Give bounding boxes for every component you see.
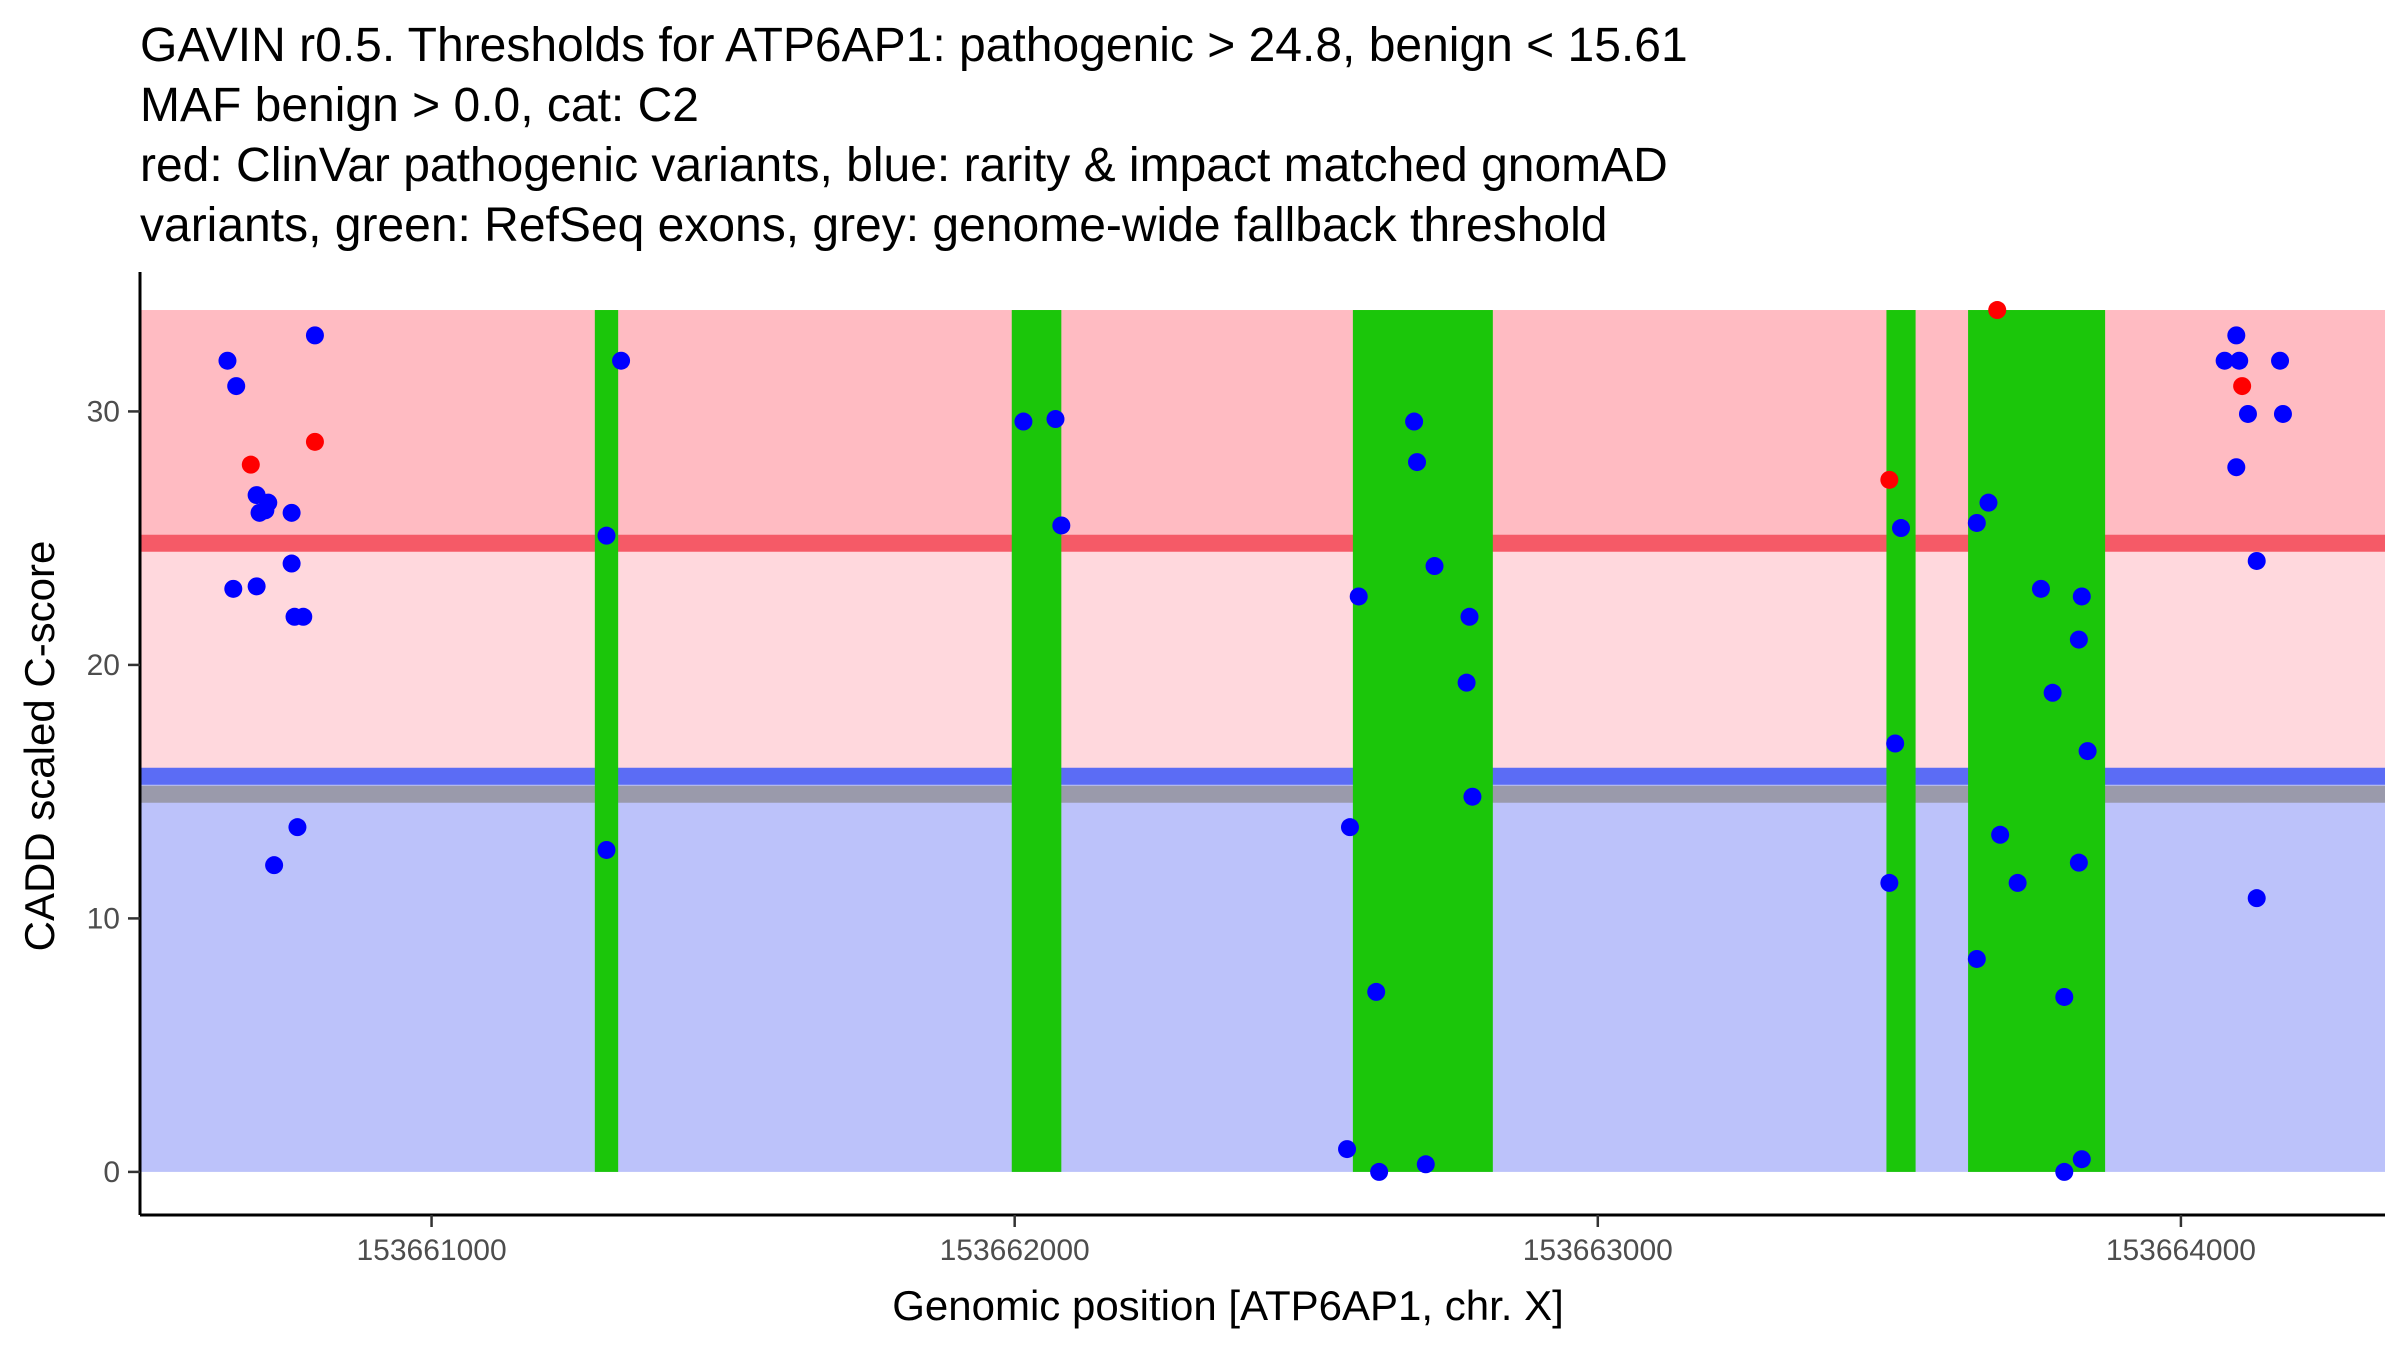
- gnomad-variant-point: [218, 351, 237, 370]
- gnomad-variant-point: [282, 503, 301, 522]
- chart-title-line-1: GAVIN r0.5. Thresholds for ATP6AP1: path…: [140, 19, 1688, 72]
- gnomad-variant-point: [224, 579, 243, 598]
- chart-title-line-4: variants, green: RefSeq exons, grey: gen…: [140, 199, 1608, 252]
- gnomad-variant-point: [1014, 412, 1033, 431]
- gnomad-variant-point: [1892, 519, 1911, 538]
- gnomad-variant-point: [2069, 630, 2088, 649]
- y-tick-label: 10: [87, 902, 120, 935]
- exon-bar: [1352, 310, 1493, 1172]
- gnomad-variant-point: [2055, 987, 2074, 1006]
- gnomad-variant-point: [1991, 825, 2010, 844]
- gnomad-variant-point: [1457, 673, 1476, 692]
- pathogenic-variant-point: [305, 432, 324, 451]
- x-tick-label: 153661000: [356, 1234, 506, 1267]
- gnomad-variant-point: [1967, 513, 1986, 532]
- gnomad-variant-point: [305, 326, 324, 345]
- gnomad-variant-point: [597, 526, 616, 545]
- gnomad-variant-point: [1886, 734, 1905, 753]
- x-axis-title: Genomic position [ATP6AP1, chr. X]: [892, 1282, 1564, 1329]
- gnomad-variant-point: [2072, 1150, 2091, 1169]
- chart-title-line-2: MAF benign > 0.0, cat: C2: [140, 79, 699, 132]
- gnomad-variant-point: [2072, 587, 2091, 606]
- gnomad-variant-point: [1052, 516, 1071, 535]
- gnomad-variant-point: [1370, 1162, 1389, 1181]
- gnomad-variant-point: [1425, 557, 1444, 576]
- gnomad-variant-point: [1405, 412, 1424, 431]
- gnomad-variant-point: [1416, 1155, 1435, 1174]
- gnomad-variant-point: [2273, 404, 2292, 423]
- x-tick-label: 153663000: [1523, 1234, 1673, 1267]
- x-tick-label: 153662000: [940, 1234, 1090, 1267]
- exon-bar: [594, 310, 619, 1172]
- exon-bar: [1011, 310, 1062, 1172]
- gnomad-variant-point: [265, 856, 284, 875]
- gnomad-variant-point: [1340, 818, 1359, 837]
- pathogenic-variant-point: [2233, 377, 2252, 396]
- gnomad-variant-point: [2043, 683, 2062, 702]
- gnomad-variant-point: [1046, 410, 1065, 429]
- gnomad-variant-point: [282, 554, 301, 573]
- gnomad-variant-point: [1338, 1140, 1357, 1159]
- gnomad-variant-point: [256, 501, 275, 520]
- gnomad-variant-point: [2069, 853, 2088, 872]
- gnomad-variant-point: [2215, 351, 2234, 370]
- gnomad-variant-point: [1463, 787, 1482, 806]
- gnomad-variant-point: [2227, 458, 2246, 477]
- gnomad-variant-point: [1367, 982, 1386, 1001]
- gnomad-variant-point: [612, 351, 631, 370]
- gnomad-variant-point: [2078, 742, 2097, 761]
- gnomad-variant-point: [2008, 873, 2027, 892]
- y-tick-label: 30: [87, 395, 120, 428]
- gnomad-variant-point: [2247, 889, 2266, 908]
- gnomad-variant-point: [227, 377, 246, 396]
- pathogenic-variant-point: [1988, 301, 2007, 320]
- gnomad-variant-point: [1408, 453, 1427, 472]
- variant-points: [218, 301, 2292, 1181]
- gnomad-variant-point: [247, 577, 266, 596]
- gnomad-variant-point: [2055, 1162, 2074, 1181]
- gnomad-variant-point: [1979, 493, 1998, 512]
- gnomad-variant-point: [597, 840, 616, 859]
- gnomad-variant-point: [2271, 351, 2290, 370]
- y-tick-label: 0: [103, 1156, 120, 1189]
- gnomad-variant-point: [2230, 351, 2249, 370]
- y-tick-label: 20: [87, 649, 120, 682]
- y-axis-title: CADD scaled C-score: [16, 541, 63, 952]
- gnomad-variant-point: [1349, 587, 1368, 606]
- gnomad-variant-point: [288, 818, 307, 837]
- gnomad-variant-point: [2238, 404, 2257, 423]
- gnomad-variant-point: [2031, 579, 2050, 598]
- axes: 0 10 20 30 153661000 153662000 153663000 153664…: [87, 272, 2385, 1267]
- gnomad-variant-point: [294, 607, 313, 626]
- gnomad-variant-point: [2247, 551, 2266, 570]
- chart-title-line-3: red: ClinVar pathogenic variants, blue: …: [140, 139, 1668, 192]
- gnomad-variant-point: [1880, 873, 1899, 892]
- pathogenic-variant-point: [241, 455, 260, 474]
- exon-bars: [594, 310, 2106, 1172]
- exon-bar: [1968, 310, 2106, 1172]
- x-tick-label: 153664000: [2106, 1234, 2256, 1267]
- gnomad-variant-point: [1967, 949, 1986, 968]
- gnomad-variant-point: [2227, 326, 2246, 345]
- gnomad-variant-point: [1460, 607, 1479, 626]
- pathogenic-variant-point: [1880, 470, 1899, 489]
